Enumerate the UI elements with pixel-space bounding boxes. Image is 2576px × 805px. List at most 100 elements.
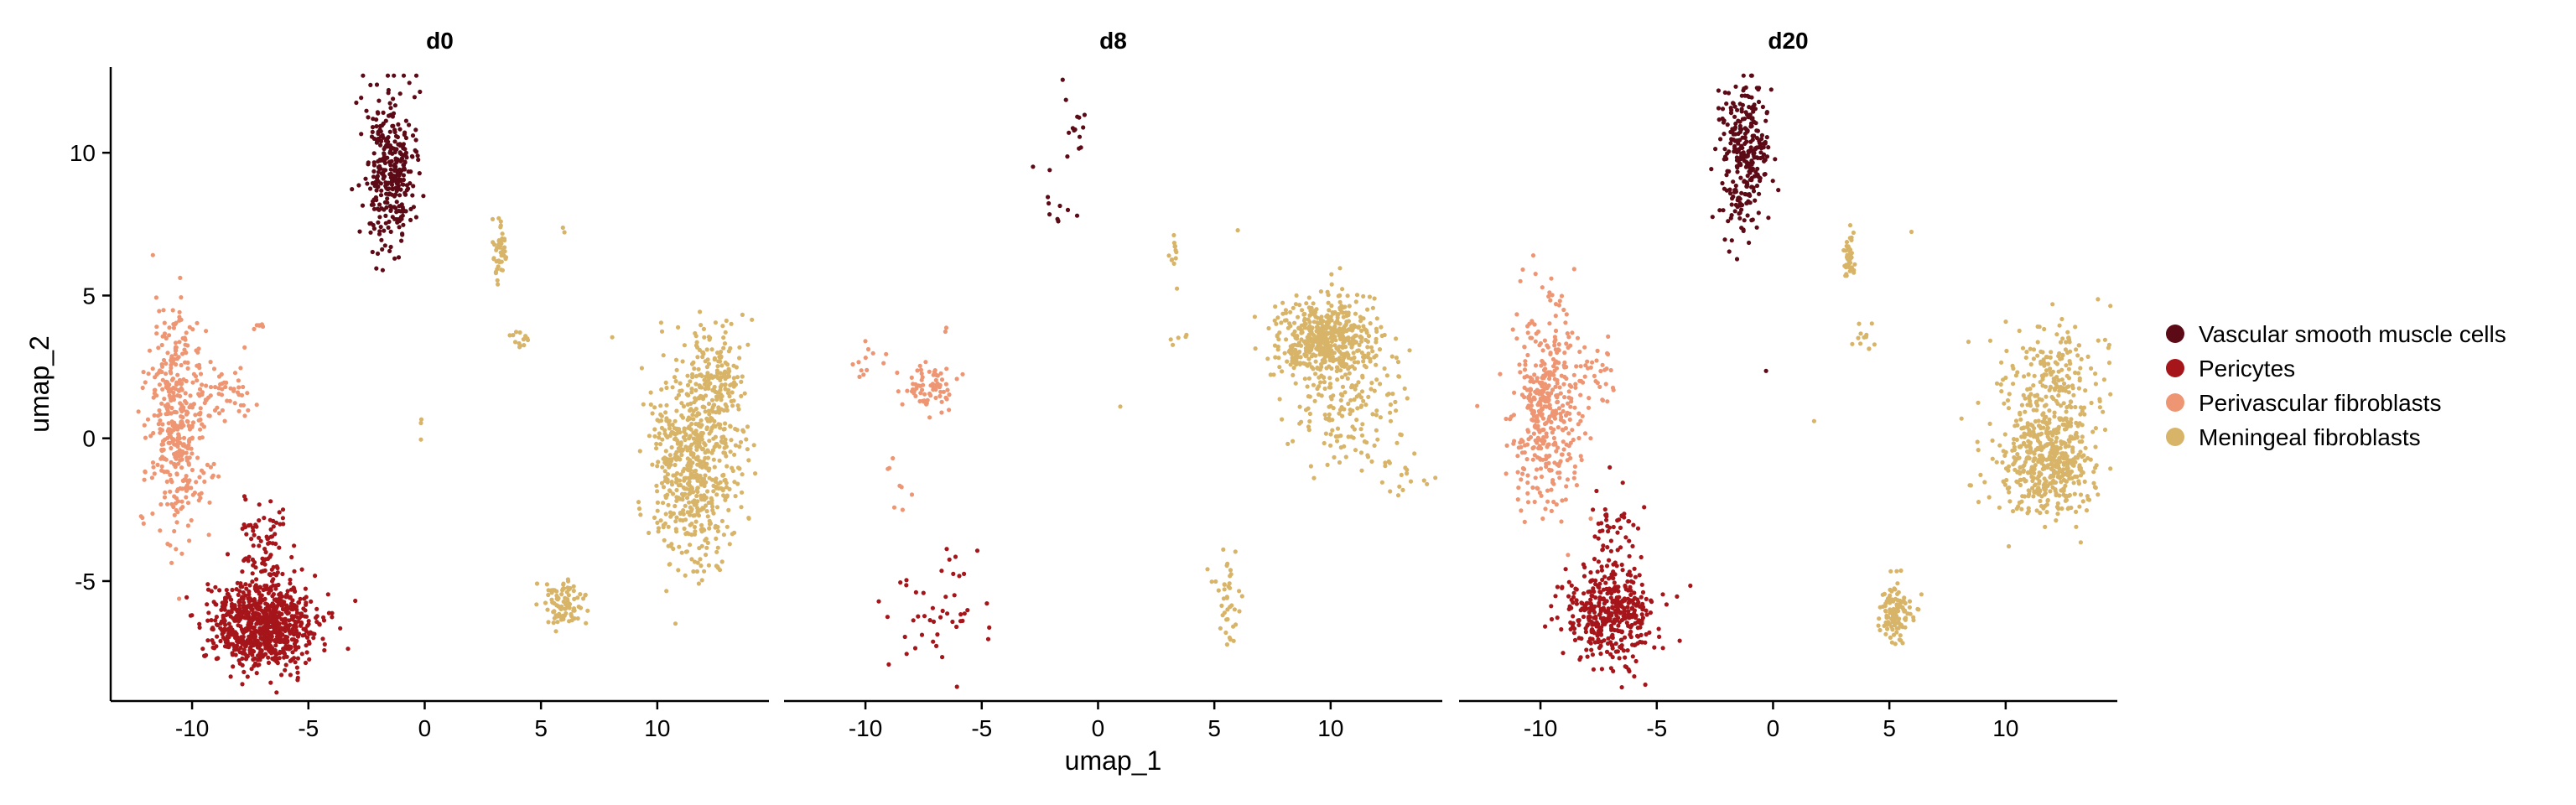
data-point [657, 435, 662, 440]
data-point [208, 360, 213, 365]
data-point [939, 399, 944, 404]
data-point [932, 368, 937, 373]
data-point [857, 374, 862, 379]
data-point [1867, 346, 1872, 351]
data-point [1728, 141, 1733, 146]
data-point [729, 438, 734, 443]
data-point [1235, 228, 1240, 233]
data-point [1233, 549, 1238, 554]
data-point [1543, 624, 1548, 629]
data-point [393, 164, 398, 169]
data-point [390, 177, 395, 182]
data-point [891, 505, 897, 510]
data-point [238, 624, 243, 629]
data-point [212, 408, 218, 413]
data-point [1231, 638, 1236, 643]
data-point [715, 528, 721, 534]
data-point [1531, 444, 1536, 450]
data-point [268, 499, 273, 504]
data-point [1329, 339, 1334, 344]
data-point [1176, 335, 1181, 340]
data-point [190, 613, 195, 618]
data-point [1770, 179, 1775, 184]
data-point [679, 388, 684, 393]
data-point [1592, 589, 1597, 595]
data-point [1315, 347, 1320, 352]
data-point [277, 614, 282, 619]
data-point [1522, 367, 1528, 372]
data-point [1530, 457, 1535, 462]
data-point [227, 595, 232, 600]
data-point [263, 631, 268, 636]
data-point [293, 647, 299, 652]
data-point [1356, 380, 1361, 385]
data-point [1559, 414, 1564, 420]
data-point [1077, 134, 1083, 139]
data-point [1353, 333, 1358, 338]
data-point [707, 412, 712, 417]
data-point [712, 374, 717, 379]
data-point [374, 140, 379, 145]
data-point [381, 110, 386, 115]
data-point [688, 449, 693, 455]
data-point [166, 421, 171, 426]
data-point [950, 619, 955, 625]
data-point [1571, 590, 1576, 595]
data-point [1600, 397, 1606, 403]
data-point [491, 256, 496, 261]
data-point [245, 674, 250, 679]
data-point [1518, 370, 1523, 375]
data-point [715, 564, 720, 569]
data-point [1320, 351, 1325, 356]
data-point [165, 470, 170, 475]
data-point [1607, 586, 1612, 591]
data-point [1747, 240, 1752, 246]
data-point [1306, 332, 1311, 337]
data-point [1320, 345, 1325, 351]
data-point [1536, 445, 1541, 451]
data-point [1602, 506, 1607, 512]
data-point [1173, 247, 1178, 253]
data-point [175, 461, 181, 466]
data-point [1348, 408, 1353, 413]
data-point [571, 589, 576, 594]
data-point [219, 607, 224, 612]
data-point [384, 205, 389, 210]
data-point [689, 361, 695, 366]
data-point [1336, 434, 1341, 439]
data-point [1520, 267, 1525, 273]
data-point [1571, 267, 1576, 272]
data-point [554, 589, 559, 594]
data-point [733, 443, 739, 448]
data-point [380, 123, 385, 128]
data-point [652, 434, 657, 439]
data-point [1721, 120, 1726, 125]
data-point [211, 600, 216, 605]
data-point [403, 118, 408, 123]
data-point [1535, 378, 1540, 383]
data-point [657, 442, 663, 447]
data-point [2026, 506, 2031, 511]
data-point [927, 369, 932, 374]
data-point [718, 425, 723, 430]
data-point [1375, 437, 1380, 442]
data-point [1564, 484, 1569, 489]
data-point [1610, 385, 1616, 391]
data-point [1675, 594, 1680, 600]
data-point [578, 605, 584, 610]
data-point [694, 447, 699, 452]
data-point [1383, 460, 1388, 465]
data-point [674, 396, 679, 401]
data-point [1291, 366, 1296, 371]
data-point [918, 367, 923, 372]
data-point [1282, 351, 1287, 356]
data-point [1604, 599, 1609, 604]
data-point [285, 589, 290, 594]
data-point [1604, 564, 1610, 569]
data-point [1648, 610, 1653, 615]
data-point [1602, 574, 1607, 579]
data-point [543, 600, 548, 605]
data-point [156, 345, 161, 351]
data-point [416, 157, 421, 163]
data-point [1580, 606, 1585, 611]
